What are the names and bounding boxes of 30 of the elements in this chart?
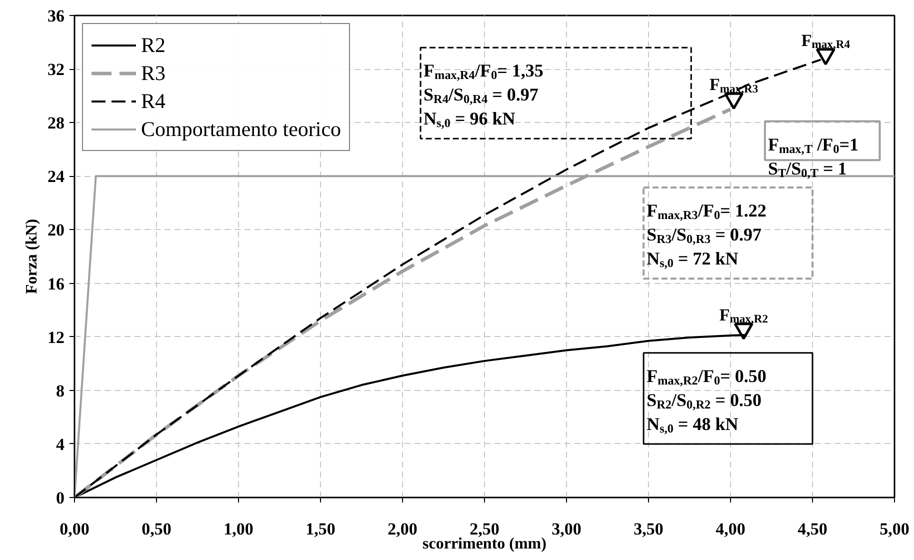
x-tick-label: 2,50 (470, 520, 500, 538)
x-tick-label: 4,00 (716, 520, 746, 538)
x-tick-label: 4,50 (798, 520, 828, 538)
x-tick-label: 3,50 (634, 520, 664, 538)
x-axis-title: scorrimento (mm) (422, 536, 546, 552)
y-tick-label: 20 (48, 220, 64, 240)
y-tick-label: 8 (56, 381, 64, 400)
legend-label: R2 (141, 32, 166, 58)
y-tick-label: 12 (48, 328, 64, 347)
point (816, 48, 836, 66)
legend-label: R3 (141, 60, 166, 86)
point (724, 92, 744, 110)
y-axis-title: Forza (kN) (24, 218, 40, 294)
legend-label: R4 (141, 88, 166, 114)
x-tick-label: 3,00 (552, 520, 582, 538)
x-tick-label: 2,00 (388, 520, 418, 538)
x-tick-label: 0,50 (142, 520, 172, 538)
y-tick-label: 24 (48, 167, 65, 186)
y-tick-label: 36 (48, 6, 64, 26)
legend-label: Comportamento teorico (141, 116, 342, 142)
x-tick-label: 0,00 (60, 520, 90, 538)
x-tick-label: 1,50 (306, 520, 336, 538)
y-tick-label: 4 (56, 434, 65, 454)
x-tick-label: 1,00 (224, 520, 254, 538)
y-tick-label: 0 (56, 488, 64, 508)
y-tick-label: 32 (48, 60, 64, 80)
y-tick-label: 28 (48, 114, 64, 133)
y-tick-label: 16 (48, 274, 64, 294)
point (734, 322, 754, 340)
x-tick-label: 5,00 (880, 520, 910, 538)
